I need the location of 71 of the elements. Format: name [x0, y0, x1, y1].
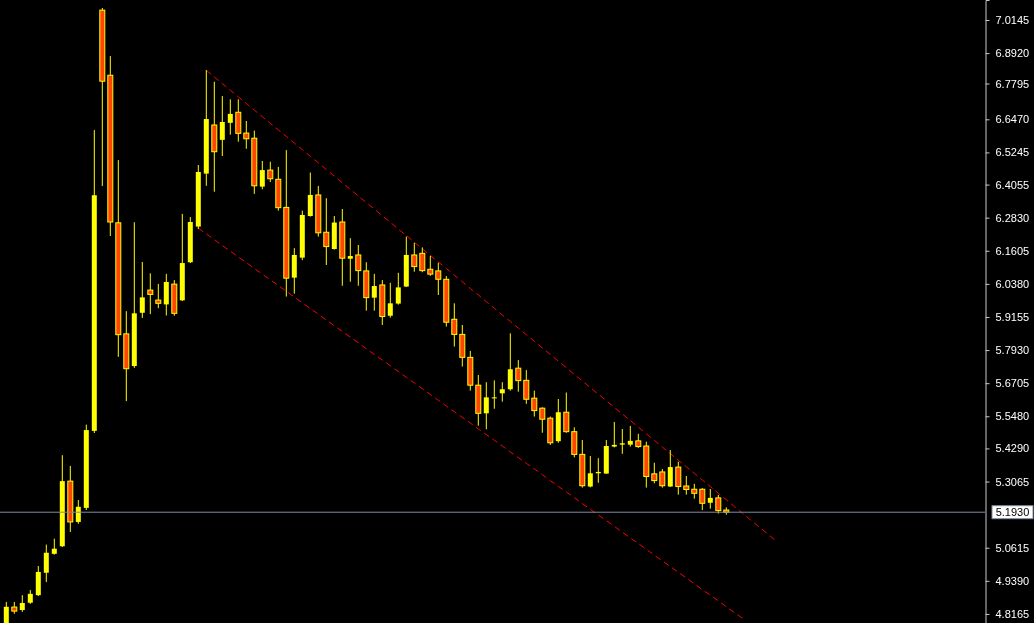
candlestick: [347, 237, 353, 283]
candlestick: [371, 273, 377, 312]
candlestick: [483, 381, 489, 430]
y-tick-label: 6.6470: [995, 113, 1030, 126]
candlestick: [427, 255, 434, 277]
line-series: [205, 69, 775, 540]
candlestick: [3, 601, 9, 623]
candlestick: [163, 273, 169, 316]
y-tick-label: 6.5245: [995, 146, 1030, 159]
y-tick-label: 5.6705: [995, 377, 1030, 390]
y-tick-label: 6.4055: [995, 178, 1030, 191]
candlestick: [419, 246, 426, 273]
candlestick: [507, 332, 513, 392]
candlestick: [35, 565, 41, 597]
candlestick: [611, 421, 617, 448]
ref-line-label: 5.1930: [995, 506, 1030, 519]
candlestick: [395, 272, 401, 306]
line-series: [197, 227, 743, 619]
candlestick: [307, 172, 313, 218]
y-tick-label: 7.0145: [995, 14, 1030, 27]
y-tick-label: 5.9155: [995, 310, 1030, 323]
candlestick: [571, 426, 578, 458]
y-tick-label: 6.1605: [995, 244, 1030, 257]
y-tick-label: 4.8165: [995, 607, 1030, 620]
candlestick: [539, 406, 546, 434]
y-tick-label: 6.7795: [995, 77, 1030, 90]
candlestick: [515, 359, 522, 393]
candlestick: [435, 262, 442, 296]
candlestick: [259, 160, 265, 190]
candlestick: [499, 381, 505, 403]
candlestick: [139, 261, 145, 319]
candlestick: [459, 324, 466, 368]
candlestick: [651, 462, 658, 484]
candlestick: [659, 468, 666, 489]
candlestick: [523, 369, 530, 405]
candlestick: [323, 197, 330, 266]
candlestick: [531, 390, 538, 418]
candlestick: [355, 244, 362, 287]
candlestick: [675, 461, 682, 496]
candlestick: [291, 247, 297, 295]
y-tick-label: 6.8920: [995, 47, 1030, 60]
candlestick: [563, 392, 570, 434]
candlestick: [267, 161, 274, 183]
candlestick: [707, 488, 713, 510]
candlestick: [619, 428, 625, 455]
candlestick: [715, 494, 722, 515]
y-tick-label: 5.3065: [995, 475, 1030, 488]
y-tick-label: 6.2830: [995, 211, 1030, 224]
candlestick: [43, 544, 49, 583]
candlestick: [235, 98, 242, 143]
y-tick-label: 4.9390: [995, 574, 1030, 587]
candlestick: [683, 475, 690, 496]
candlestick: [587, 455, 593, 488]
candlestick: [227, 98, 233, 136]
candlestick: [75, 499, 81, 525]
candlestick: [147, 272, 154, 315]
y-tick-label: 5.0615: [995, 541, 1030, 554]
y-tick-label: 5.4290: [995, 442, 1030, 455]
candlestick: [155, 283, 162, 309]
candlestick: [387, 282, 393, 319]
candlestick: [243, 120, 250, 150]
y-tick-label: 5.5480: [995, 410, 1030, 423]
y-tick-label: 5.7930: [995, 344, 1030, 357]
candlestick: [219, 95, 225, 157]
candlestick: [699, 487, 706, 511]
y-tick-label: 6.0380: [995, 277, 1030, 290]
candlestick: [491, 379, 497, 410]
candlestick: [411, 242, 418, 273]
candlestick: [451, 302, 458, 348]
candlestick: [667, 449, 673, 488]
candlestick: [627, 425, 633, 448]
